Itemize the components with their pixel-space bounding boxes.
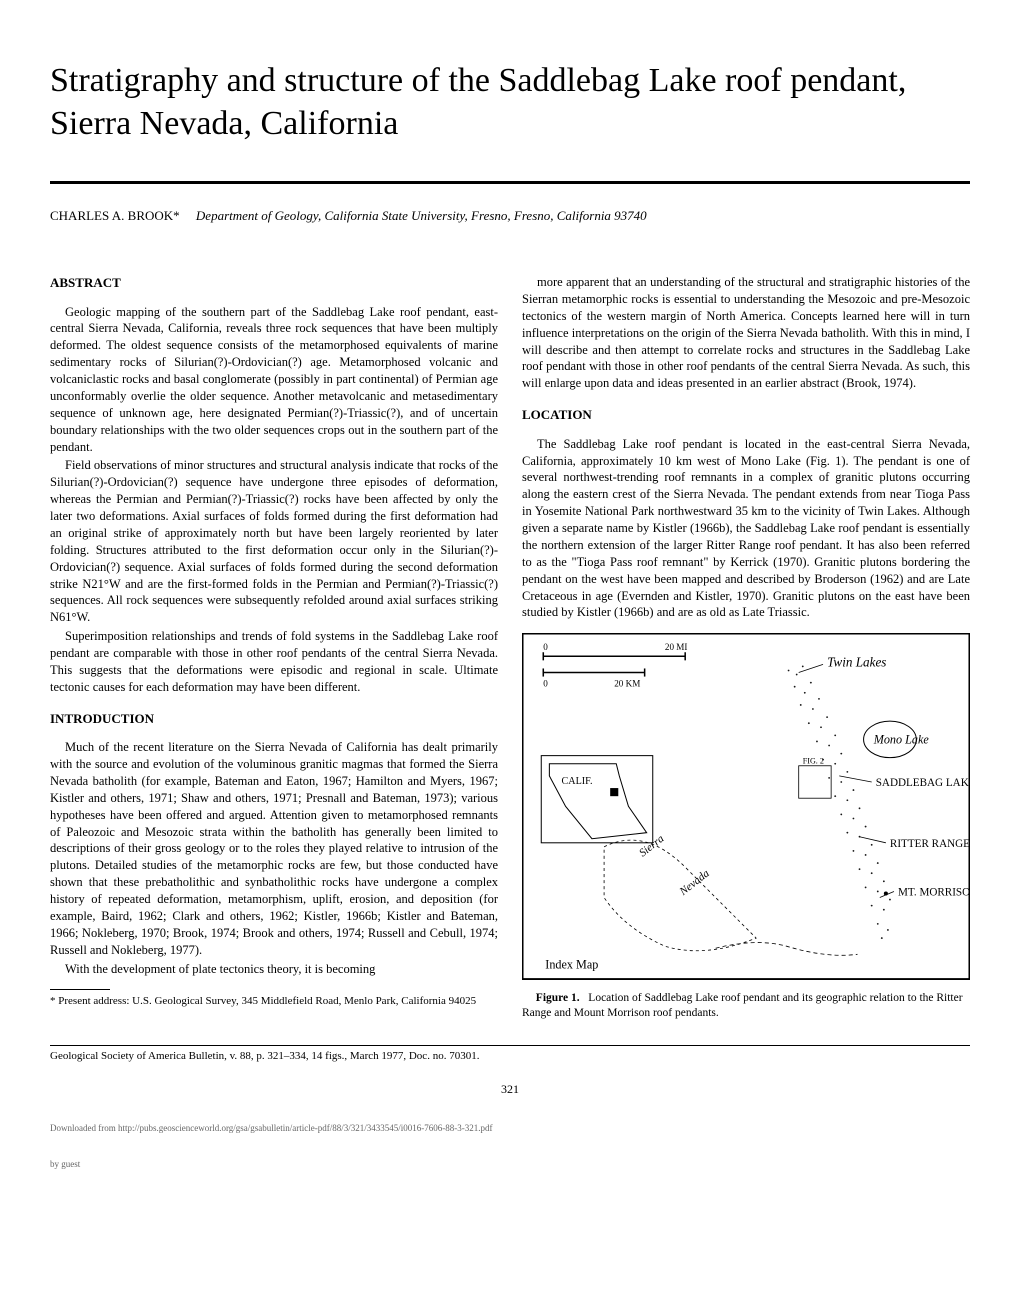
download-footer: Downloaded from http://pubs.geosciencewo… (50, 1123, 970, 1133)
figure-1: 0 20 MI 0 20 KM CALIF. Index Map (522, 633, 970, 1020)
scale-mi-label: 20 MI (665, 643, 688, 653)
continuation-paragraph: more apparent that an understanding of t… (522, 274, 970, 392)
title-rule (50, 181, 970, 184)
inset-calif-label: CALIF. (562, 776, 593, 787)
inset-index-map-label: Index Map (545, 958, 598, 972)
figure-label: Figure 1. (536, 992, 580, 1004)
fig2-label: FIG. 2 (803, 757, 824, 766)
intro-paragraph: With the development of plate tectonics … (50, 961, 498, 978)
page-number: 321 (50, 1082, 970, 1097)
author-name: CHARLES A. BROOK* (50, 208, 180, 223)
author-affiliation: Department of Geology, California State … (196, 208, 647, 223)
twin-lakes-label: Twin Lakes (827, 655, 886, 670)
two-column-body: ABSTRACT Geologic mapping of the souther… (50, 260, 970, 1031)
mono-lake-label: Mono Lake (873, 733, 930, 747)
footnote-rule (50, 989, 110, 990)
introduction-heading: INTRODUCTION (50, 710, 498, 728)
scale-zero: 0 (543, 643, 548, 653)
location-paragraph: The Saddlebag Lake roof pendant is locat… (522, 436, 970, 622)
intro-paragraph: Much of the recent literature on the Sie… (50, 739, 498, 958)
figure-caption-text: Location of Saddlebag Lake roof pendant … (522, 992, 963, 1019)
ritter-range-label: RITTER RANGE (890, 838, 970, 850)
figure-1-caption: Figure 1. Location of Saddlebag Lake roo… (522, 991, 970, 1021)
left-column: ABSTRACT Geologic mapping of the souther… (50, 260, 498, 1031)
mt-morrison-label: MT. MORRISON (898, 887, 970, 899)
scale-zero: 0 (543, 679, 548, 689)
abstract-paragraph: Geologic mapping of the southern part of… (50, 304, 498, 456)
pubinfo-rule (50, 1045, 970, 1046)
publication-info: Geological Society of America Bulletin, … (50, 1050, 970, 1062)
abstract-paragraph: Field observations of minor structures a… (50, 457, 498, 626)
right-column: more apparent that an understanding of t… (522, 260, 970, 1031)
saddlebag-lake-label: SADDLEBAG LAKE (876, 777, 970, 789)
mt-morrison-dot (884, 892, 888, 896)
article-title: Stratigraphy and structure of the Saddle… (50, 60, 970, 145)
location-heading: LOCATION (522, 406, 970, 424)
author-footnote: * Present address: U.S. Geological Surve… (50, 994, 498, 1008)
figure-1-svg: 0 20 MI 0 20 KM CALIF. Index Map (522, 633, 970, 980)
abstract-paragraph: Superimposition relationships and trends… (50, 628, 498, 696)
author-line: CHARLES A. BROOK* Department of Geology,… (50, 208, 970, 224)
scale-km-label: 20 KM (614, 679, 640, 689)
download-byline: by guest (50, 1159, 970, 1169)
abstract-heading: ABSTRACT (50, 274, 498, 292)
